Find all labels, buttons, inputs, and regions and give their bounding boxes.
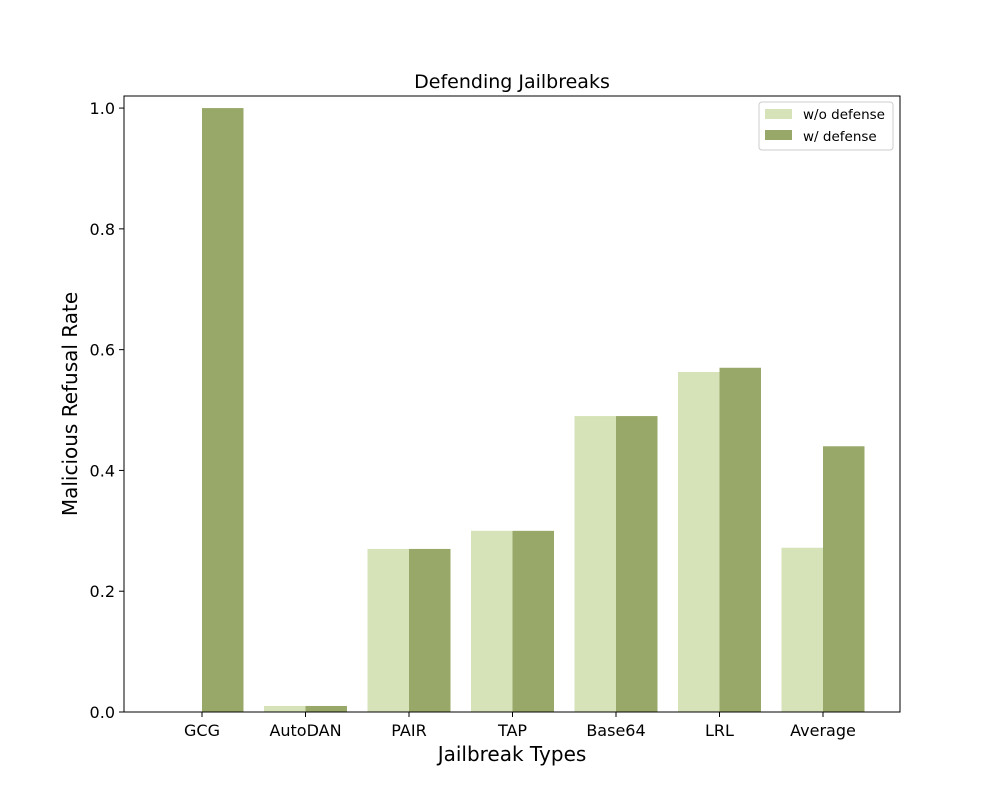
bar-without-defense-autodan [264, 705, 306, 712]
bar-with-defense-tap [512, 530, 554, 712]
bar-without-defense-average [781, 547, 823, 712]
legend-swatch-without-defense [765, 109, 792, 119]
y-tick-label: 1.0 [90, 99, 115, 118]
y-axis-title: Malicious Refusal Rate [58, 292, 82, 516]
y-tick-label: 0.8 [90, 220, 115, 239]
chart-title: Defending Jailbreaks [414, 71, 610, 93]
bar-without-defense-lrl [678, 371, 720, 712]
x-tick-label: PAIR [391, 721, 426, 740]
legend-swatch-with-defense [765, 130, 792, 140]
x-tick-label: AutoDAN [269, 721, 341, 740]
bar-with-defense-base64 [616, 416, 658, 712]
bar-with-defense-lrl [719, 367, 761, 712]
legend-frame [758, 101, 894, 151]
y-tick-label: 0.6 [90, 341, 115, 360]
legend: w/o defense w/ defense [758, 101, 894, 151]
x-tick-label: Average [790, 721, 856, 740]
bar-with-defense-autodan [305, 705, 347, 712]
x-tick-label: Base64 [586, 721, 645, 740]
bar-without-defense-tap [471, 530, 513, 712]
bar-with-defense-gcg [202, 108, 244, 712]
bar-without-defense-base64 [574, 416, 616, 712]
bar-without-defense-pair [367, 548, 409, 712]
legend-label-with-defense: w/ defense [803, 129, 877, 145]
x-tick-label: TAP [497, 721, 527, 740]
bar-with-defense-pair [409, 548, 451, 712]
y-axis-ticks: 0.0 0.2 0.4 0.6 0.8 1.0 [90, 99, 124, 722]
legend-label-without-defense: w/o defense [803, 107, 885, 123]
x-tick-label: GCG [184, 721, 220, 740]
bar-with-defense-average [823, 446, 865, 712]
y-tick-label: 0.2 [90, 582, 115, 601]
x-axis-ticks: GCG AutoDAN PAIR TAP Base64 LRL Average [184, 712, 856, 740]
bars-layer [202, 108, 865, 712]
x-axis-title: Jailbreak Types [436, 742, 587, 766]
plot-frame [123, 95, 901, 713]
y-tick-label: 0.4 [90, 461, 115, 480]
x-tick-label: LRL [705, 721, 734, 740]
y-tick-label: 0.0 [90, 703, 115, 722]
